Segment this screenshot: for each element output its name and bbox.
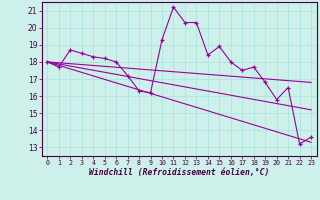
X-axis label: Windchill (Refroidissement éolien,°C): Windchill (Refroidissement éolien,°C) — [89, 168, 269, 177]
